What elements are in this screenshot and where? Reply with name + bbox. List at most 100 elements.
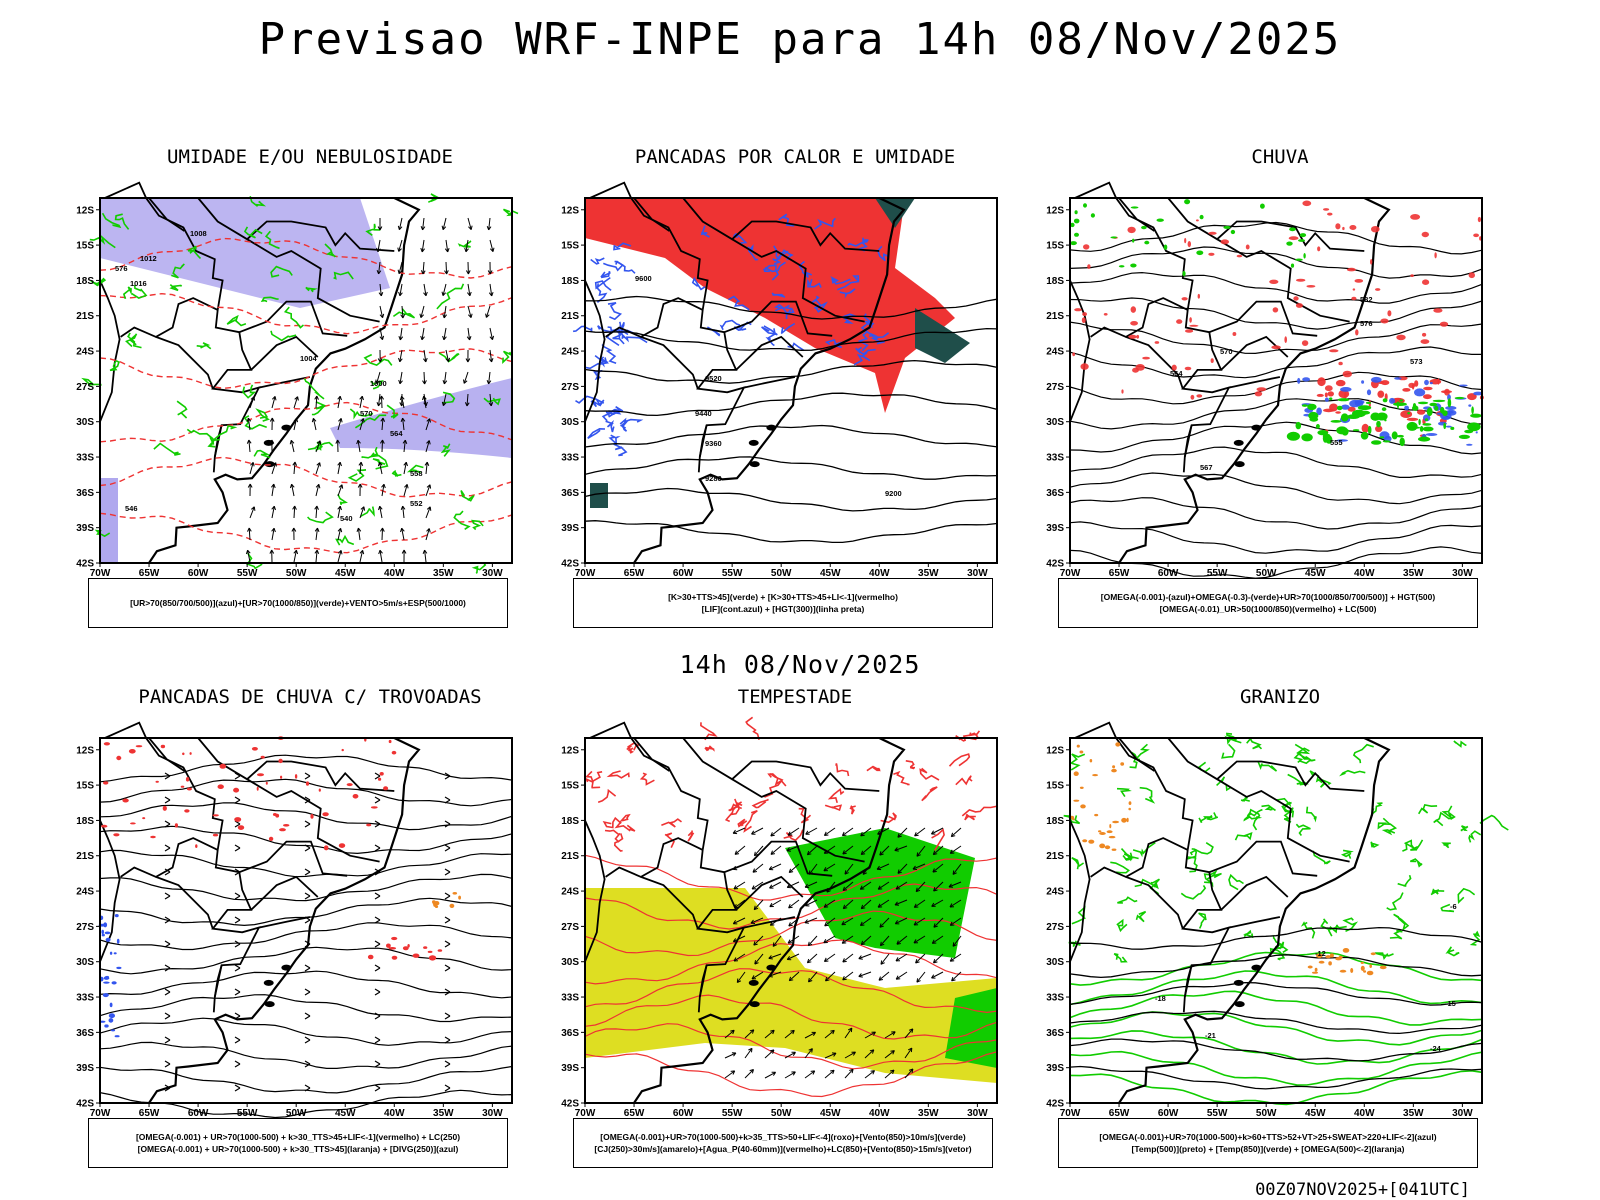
water-red-contour [919, 767, 940, 781]
wind-vector-head [916, 852, 921, 857]
rain-green-area [1074, 210, 1078, 215]
temp850-contour [1283, 807, 1294, 823]
humidity-shade [100, 478, 118, 563]
border-line [213, 964, 223, 998]
lat-tick-label: 30S [561, 417, 579, 428]
omega-orange-area [1080, 804, 1086, 809]
wind-vector [736, 971, 746, 983]
wind-vector-head [830, 1069, 835, 1075]
streamline-arrow [234, 988, 241, 996]
temp850-contour [1370, 841, 1380, 848]
streamline-arrow [164, 892, 171, 900]
thunder-red-area [378, 777, 382, 781]
border-line [735, 875, 804, 911]
wind-vector [788, 917, 800, 927]
wind-vector-head [805, 830, 810, 835]
wind-vector-head [889, 1069, 895, 1075]
border-line [1220, 875, 1289, 911]
wind-vector-head [860, 940, 866, 946]
hgt-contour [584, 487, 998, 512]
wind-vector-head [841, 939, 847, 944]
hgt500-contour [1069, 297, 1483, 330]
border-line [589, 181, 709, 311]
rain-red-area [1135, 364, 1145, 371]
wind-vector-head [399, 395, 405, 401]
rain-green-area [1132, 238, 1135, 243]
water-red-contour [700, 722, 718, 741]
hgt500-contour [1069, 446, 1483, 478]
thunder-red-area [402, 946, 409, 951]
lif-blue-contour [619, 417, 644, 425]
wind-vector-head [464, 402, 470, 407]
streamline-arrow [304, 796, 311, 804]
lon-tick-label: 45W [1305, 568, 1326, 579]
humidity-green-contour [391, 469, 402, 477]
lif-blue-contour [575, 395, 605, 404]
temp850-contour [1261, 804, 1276, 812]
divg-blue-area [103, 976, 110, 980]
wind-vector-head [842, 958, 847, 963]
lon-tick-label: 60W [188, 1108, 209, 1119]
contour-label: 576 [1360, 319, 1373, 328]
wind-vector-head [730, 1029, 735, 1035]
wind-vector-head [932, 850, 938, 856]
rain-green-area [1083, 203, 1087, 208]
lif-blue-contour [732, 232, 748, 244]
rain-green-area [1434, 405, 1439, 411]
lon-tick-label: 35W [433, 1108, 454, 1119]
lc850-contour [584, 1051, 998, 1098]
omega-orange-area [1089, 759, 1093, 763]
contour-label: 9440 [695, 409, 712, 418]
wind-vector [844, 1068, 854, 1079]
wind-vector [879, 917, 890, 928]
wind-vector-head [912, 865, 918, 870]
lon-tick-label: 70W [575, 568, 596, 579]
lif-blue-contour [862, 237, 869, 244]
rain-red-area [1335, 411, 1341, 414]
wind-vector-head [823, 903, 829, 908]
rain-red-area [1327, 212, 1333, 216]
wind-vector-head [337, 527, 343, 533]
streamline-arrow [164, 844, 171, 852]
wind-vector [950, 917, 962, 926]
panel-legend: [OMEGA(-0.001)-(azul)+OMEGA(-0.3)-(verde… [1058, 578, 1478, 628]
wind-vector [878, 971, 890, 981]
wind-vector [932, 863, 944, 873]
panel-tempestade: TEMPESTADE 12S 15S 18S 21S 24S 27S 30S 33S 36S 39… [545, 686, 1045, 1168]
border-line [246, 778, 380, 863]
rain-red-area [1342, 226, 1345, 231]
wind-vector [315, 550, 318, 563]
wind-vector [399, 371, 403, 384]
thunder-red-area [265, 781, 268, 785]
wind-vector-head [752, 868, 758, 873]
panel-granizo: GRANIZO -6 -12 -15 -18 -21 -24 12S 15S 18S 21S 24S… [1030, 686, 1530, 1168]
water-red-contour [764, 772, 784, 798]
humidity-green-contour [226, 314, 247, 327]
wind-vector [734, 845, 746, 855]
rain-red-area [1349, 225, 1357, 230]
wind-vector-head [293, 549, 299, 555]
wind-vector [768, 863, 782, 870]
temp850-contour [1198, 816, 1213, 824]
wind-vector [952, 863, 962, 875]
streamline-arrow [374, 940, 381, 948]
wind-vector [312, 418, 317, 431]
wind-vector-head [788, 904, 793, 909]
wind-vector-head [733, 885, 739, 890]
border-line [197, 737, 395, 792]
border-line [1183, 964, 1193, 998]
streamline [99, 802, 513, 831]
rain-red-area [1417, 409, 1426, 415]
temp850-contour [1457, 887, 1476, 904]
rain-red-area [1324, 385, 1333, 392]
omega-orange-area [1307, 965, 1313, 969]
wind-vector-head [316, 462, 321, 467]
rain-red-area [1121, 389, 1124, 394]
rain-red-area [1335, 379, 1346, 387]
streamline-arrow [444, 1060, 451, 1068]
lake [1251, 964, 1262, 971]
lat-tick-label: 30S [76, 417, 94, 428]
wind-vector-head [291, 527, 297, 532]
map-frame [584, 197, 998, 564]
